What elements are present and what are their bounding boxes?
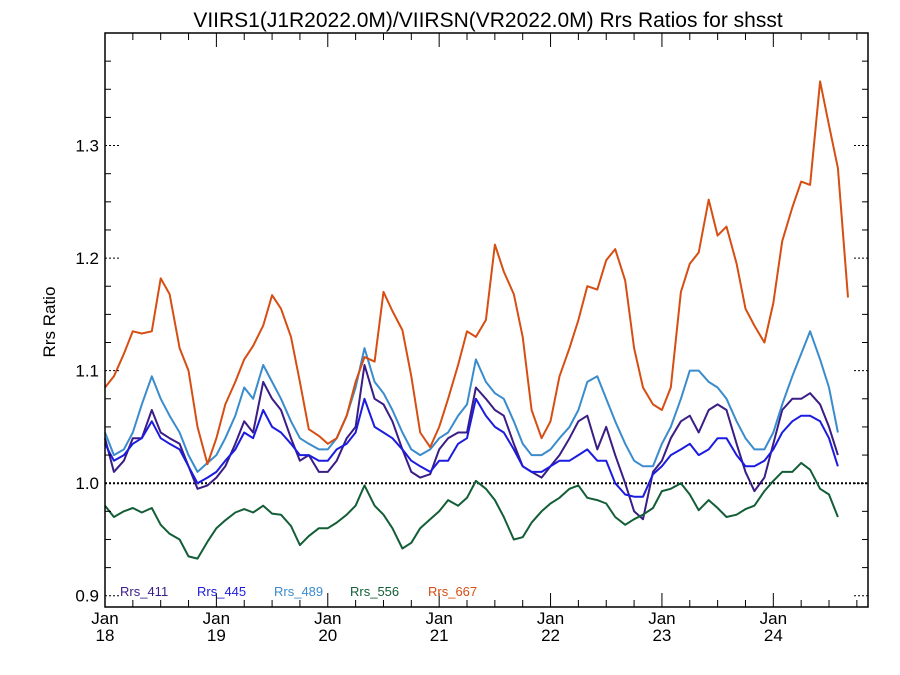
y-tick-label: 1.1 bbox=[75, 362, 99, 381]
legend-entry-rrs-411: Rrs_411 bbox=[120, 584, 168, 599]
axes: 0.91.01.11.21.3Jan18Jan19Jan20Jan21Jan22… bbox=[75, 32, 869, 645]
x-tick-label-year: 19 bbox=[207, 626, 226, 645]
y-tick-label: 1.3 bbox=[75, 137, 99, 156]
x-tick-label-month: Jan bbox=[537, 609, 564, 628]
series-line-rrs-411 bbox=[104, 364, 839, 521]
x-tick-label-year: 18 bbox=[96, 626, 115, 645]
x-tick-label-year: 22 bbox=[541, 626, 560, 645]
x-tick-label-month: Jan bbox=[203, 609, 230, 628]
legend-entry-rrs-489: Rrs_489 bbox=[274, 584, 323, 599]
plot-area bbox=[104, 80, 868, 560]
legend-entry-rrs-667: Rrs_667 bbox=[428, 584, 477, 599]
x-tick-label-year: 20 bbox=[318, 626, 337, 645]
x-tick-label-year: 23 bbox=[652, 626, 671, 645]
plot-frame bbox=[104, 32, 869, 608]
y-tick-label: 1.0 bbox=[75, 474, 99, 493]
x-tick-label-month: Jan bbox=[760, 609, 787, 628]
x-tick-label-month: Jan bbox=[425, 609, 452, 628]
series-line-rrs-667 bbox=[104, 80, 849, 466]
series-line-rrs-556 bbox=[104, 461, 839, 560]
y-tick-label: 0.9 bbox=[75, 587, 99, 606]
x-tick-label-year: 24 bbox=[764, 626, 783, 645]
x-tick-label-year: 21 bbox=[430, 626, 449, 645]
x-tick-label-month: Jan bbox=[91, 609, 118, 628]
x-tick-label-month: Jan bbox=[314, 609, 341, 628]
series-line-rrs-489 bbox=[104, 330, 839, 473]
legend-entry-rrs-445: Rrs_445 bbox=[197, 584, 246, 599]
legend: Rrs_411 Rrs_445 Rrs_489 Rrs_556 Rrs_667 bbox=[120, 584, 477, 599]
series-line-rrs-445 bbox=[104, 397, 839, 498]
legend-entry-rrs-556: Rrs_556 bbox=[350, 584, 399, 599]
chart-title: VIIRS1(J1R2022.0M)/VIIRSN(VR2022.0M) Rrs… bbox=[193, 9, 783, 32]
y-axis-label: Rrs Ratio bbox=[40, 287, 59, 358]
y-tick-label: 1.2 bbox=[75, 249, 99, 268]
x-tick-label-month: Jan bbox=[648, 609, 675, 628]
